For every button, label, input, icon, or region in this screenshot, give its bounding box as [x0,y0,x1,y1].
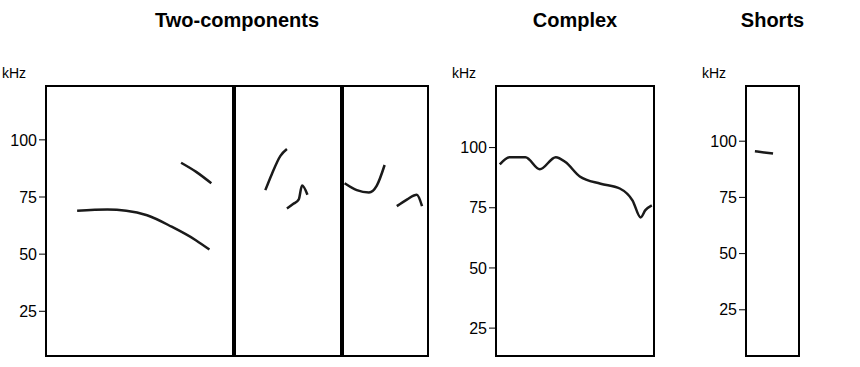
html-text:kHz: kHz [2,65,27,81]
html-text:Shorts: Shorts [740,9,805,31]
svg-text:100: 100 [10,132,37,149]
svg-text:100: 100 [460,139,487,156]
svg-text:25: 25 [719,301,737,318]
svg-text:25: 25 [469,320,487,337]
svg-text:75: 75 [19,189,37,206]
html-text:Two-components: Two-components [155,9,319,31]
svg-text:50: 50 [719,245,737,262]
svg-text:75: 75 [719,189,737,206]
html-text:kHz: kHz [452,65,477,81]
html-text:kHz: kHz [702,65,727,81]
svg-text:50: 50 [19,246,37,263]
svg-text:75: 75 [469,199,487,216]
html-text:Complex: Complex [532,9,618,31]
svg-text:50: 50 [469,260,487,277]
svg-text:25: 25 [19,303,37,320]
svg-text:100: 100 [710,133,737,150]
